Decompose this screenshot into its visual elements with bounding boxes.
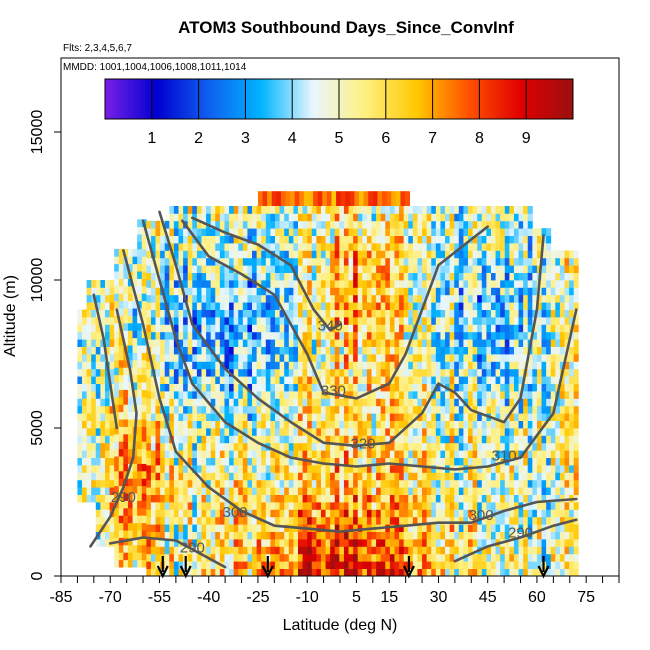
x-tick-label: 45 bbox=[479, 589, 497, 606]
x-tick-label: -85 bbox=[49, 589, 72, 606]
colorbar-tick-label: 1 bbox=[147, 130, 156, 147]
x-tick-label: 5 bbox=[352, 589, 361, 606]
y-axis: 0 5000 10000 15000 bbox=[29, 110, 61, 580]
contour-line-330-8 bbox=[181, 219, 490, 400]
subtitle-flights: Flts: 2,3,4,5,6,7 bbox=[63, 43, 132, 54]
x-axis-label: Latitude (deg N) bbox=[283, 617, 398, 634]
contour-label-300: 300 bbox=[222, 504, 247, 521]
contour-label-290: 290 bbox=[508, 525, 533, 542]
contour-labels: 340 330 320 310 300 290 290 300 290 bbox=[111, 317, 533, 556]
contour-label-320: 320 bbox=[350, 436, 375, 453]
y-tick-label: 0 bbox=[29, 571, 46, 580]
chart-title: ATOM3 Southbound Days_Since_ConvInf bbox=[178, 18, 514, 37]
colorbar-tick-label: 4 bbox=[288, 130, 297, 147]
x-tick-label: -70 bbox=[99, 589, 122, 606]
contour-line-330-10 bbox=[92, 293, 119, 430]
colorbar-ticks: 1 2 3 4 5 6 7 8 9 bbox=[147, 79, 531, 147]
colorbar-tick-label: 7 bbox=[428, 130, 437, 147]
contour-line-340-9 bbox=[191, 216, 342, 332]
contour-label-300: 300 bbox=[469, 507, 494, 524]
contour-label-330: 330 bbox=[321, 382, 346, 399]
x-tick-label: 75 bbox=[577, 589, 595, 606]
y-tick-label: 5000 bbox=[29, 410, 46, 446]
y-axis-label: Altitude (m) bbox=[2, 275, 19, 357]
contour-line-310-5 bbox=[141, 219, 358, 468]
contour-label-310: 310 bbox=[492, 448, 517, 465]
colorbar-tick-label: 5 bbox=[335, 130, 344, 147]
contour-label-290: 290 bbox=[111, 489, 136, 506]
x-axis: -85 -70 -55 -40 -25 -10 5 15 30 45 60 75 bbox=[49, 576, 620, 606]
contour-line-320-7 bbox=[158, 210, 545, 448]
x-tick-label: -25 bbox=[246, 589, 269, 606]
contours bbox=[89, 210, 578, 569]
x-tick-label: -10 bbox=[296, 589, 319, 606]
colorbar-tick-label: 2 bbox=[194, 130, 203, 147]
contour-line-290-1 bbox=[108, 536, 227, 569]
contour-line-300-4 bbox=[305, 497, 578, 533]
contour-label-290: 290 bbox=[180, 539, 205, 556]
x-tick-label: 60 bbox=[528, 589, 546, 606]
colorbar-tick-label: 6 bbox=[381, 130, 390, 147]
subtitle-dates: MMDD: 1001,1004,1006,1008,1011,1014 bbox=[63, 62, 247, 73]
x-tick-label: -40 bbox=[197, 589, 220, 606]
y-tick-label: 10000 bbox=[29, 258, 46, 303]
contour-line-300-3 bbox=[122, 249, 309, 530]
colorbar-tick-label: 9 bbox=[522, 130, 531, 147]
x-tick-label: 15 bbox=[380, 589, 398, 606]
contour-line-290-0 bbox=[89, 308, 138, 548]
colorbar bbox=[104, 78, 574, 120]
x-tick-label: 30 bbox=[430, 589, 448, 606]
contour-line-310-6 bbox=[355, 308, 578, 471]
y-tick-label: 15000 bbox=[29, 110, 46, 155]
x-tick-label: -55 bbox=[148, 589, 171, 606]
contour-line-290-2 bbox=[453, 518, 578, 563]
colorbar-tick-label: 8 bbox=[475, 130, 484, 147]
colorbar-tick-label: 3 bbox=[241, 130, 250, 147]
contour-label-340: 340 bbox=[318, 317, 343, 334]
